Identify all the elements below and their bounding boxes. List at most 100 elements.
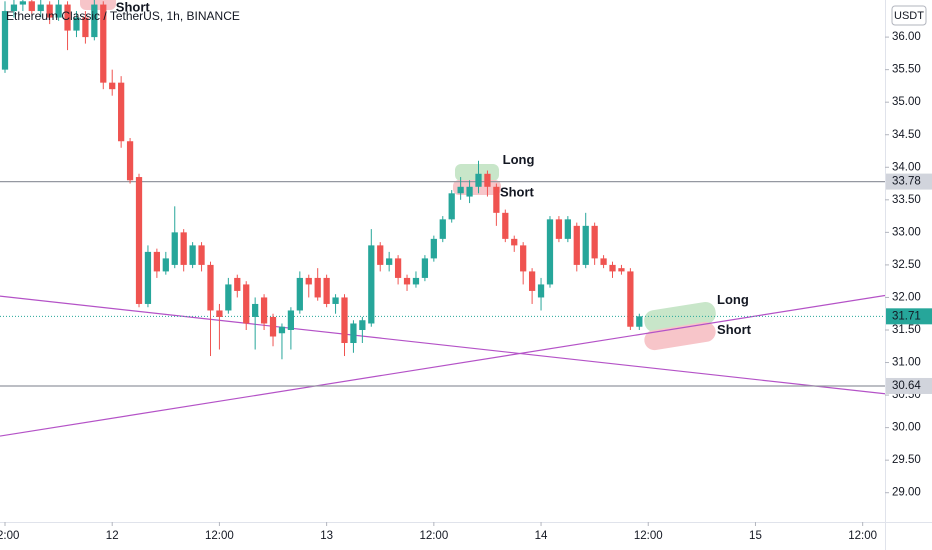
candle-body [126, 141, 134, 181]
candle-body [564, 219, 571, 239]
candle-body [216, 310, 223, 317]
y-tick-label: 33.00 [892, 226, 921, 238]
x-tick-label: 15 [749, 530, 762, 542]
y-tick-label: 32.00 [892, 291, 921, 303]
candle-body [278, 326, 286, 334]
candle-body [153, 251, 161, 272]
candle-body [341, 297, 348, 344]
candle-body [55, 4, 62, 18]
candle-body [64, 4, 71, 31]
candle-body [162, 258, 169, 272]
y-tick-label: 31.00 [892, 357, 921, 369]
candle-body [466, 186, 473, 197]
price-badge-label: 31.71 [892, 310, 921, 322]
y-tick-label: 35.00 [892, 96, 921, 108]
candle-body [225, 284, 232, 311]
candle-body [403, 277, 411, 285]
candle-body [180, 232, 187, 265]
candle-body [520, 245, 527, 272]
candle-body [91, 4, 98, 38]
candle-body [377, 245, 384, 265]
y-tick-label: 30.00 [892, 422, 921, 434]
candle-body [296, 277, 303, 311]
candle-body [144, 251, 152, 304]
candle-body [252, 303, 259, 317]
candle-body [314, 277, 321, 298]
candle-body [189, 245, 196, 265]
annotation: Short [717, 322, 752, 337]
annotation: Short [116, 0, 151, 14]
candle-body [412, 277, 420, 285]
candle-body [100, 4, 107, 83]
candle-body [537, 284, 545, 298]
candle-body [10, 4, 18, 12]
candle-body [528, 271, 536, 291]
candle-body [37, 4, 44, 12]
price-badge [886, 308, 932, 325]
candle-body [591, 225, 598, 259]
y-tick-label: 29.50 [892, 454, 921, 466]
candle-body [421, 258, 429, 278]
candle-body [207, 264, 214, 311]
candle-body [234, 277, 241, 291]
candle-body [618, 268, 625, 272]
candle-body [394, 258, 402, 278]
candle-body [502, 212, 509, 239]
trendline [0, 294, 885, 437]
candle-body [573, 225, 580, 265]
x-tick-label: 12:00 [848, 530, 877, 542]
y-tick-label: 34.50 [892, 129, 921, 141]
x-tick-label: 12:00 [634, 530, 663, 542]
chart-title: Ethereum Classic / TetherUS, 1h, BINANCE [6, 9, 240, 23]
candle-body [135, 177, 143, 304]
candle-body [546, 219, 554, 285]
candle-body [475, 173, 482, 187]
y-tick-label: 32.50 [892, 259, 921, 271]
y-tick-label: 35.50 [892, 64, 921, 76]
candle-body [118, 82, 125, 142]
candle-body [82, 17, 89, 38]
price-badge [886, 173, 932, 190]
y-tick-label: 33.50 [892, 194, 921, 206]
candle-body [323, 277, 330, 304]
x-tick-label: 12:00 [205, 530, 234, 542]
candle-body [600, 258, 607, 265]
y-tick-label: 36.00 [892, 31, 921, 43]
y-tick-label: 34.00 [892, 161, 921, 173]
candle-body [430, 238, 437, 259]
candle-body [493, 186, 500, 213]
currency: USDT [894, 10, 924, 22]
price-badge [886, 377, 932, 394]
x-tick-label: 13 [320, 530, 333, 542]
annotation: Long [717, 292, 749, 307]
price-badge-label: 33.78 [892, 176, 921, 188]
candle-body [287, 310, 295, 330]
candle-body [368, 245, 375, 324]
plot-area: Short Long Short Long Short [0, 0, 885, 437]
candle-body [332, 297, 339, 304]
candle-body [109, 82, 116, 90]
candle-body [448, 193, 455, 220]
candle-body [636, 316, 643, 327]
candle-body [19, 1, 26, 5]
candle-body [609, 264, 616, 272]
y-tick-label: 31.50 [892, 324, 921, 336]
short-highlight [80, 0, 116, 10]
candle-body [386, 258, 393, 265]
annotation: Short [500, 185, 535, 200]
candle-body [171, 232, 178, 265]
candle-body [243, 284, 250, 324]
x-tick-label: 12:00 [0, 530, 19, 542]
candle-body [359, 320, 366, 330]
candle-body [46, 4, 53, 18]
candle-body [511, 238, 518, 246]
price-badge-label: 30.64 [892, 380, 921, 392]
candle-body [350, 323, 357, 344]
annotation: Long [503, 152, 535, 167]
candle-body [627, 271, 634, 327]
x-tick-label: 12 [106, 530, 119, 542]
currency-box [891, 5, 927, 26]
candle-body [484, 173, 491, 187]
